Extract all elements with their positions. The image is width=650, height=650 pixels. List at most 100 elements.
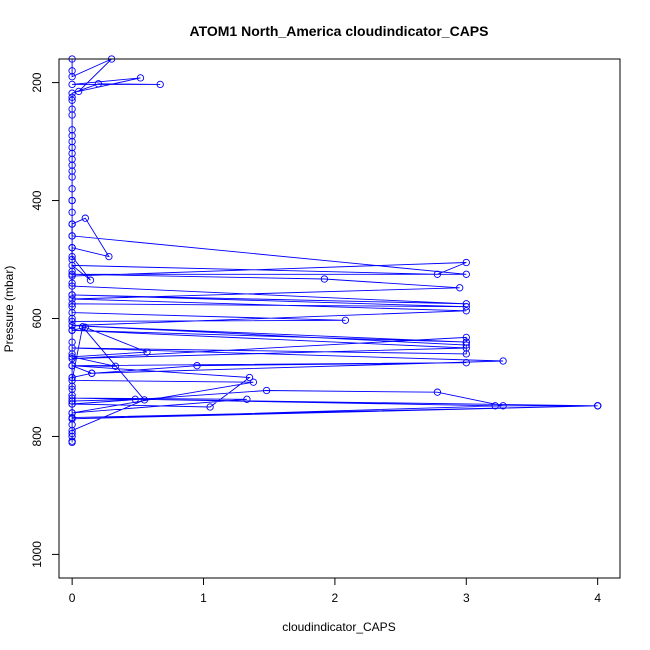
data-point	[68, 73, 76, 81]
data-point	[78, 323, 87, 331]
data-point	[81, 214, 89, 222]
data-point	[462, 300, 470, 308]
data-point	[68, 350, 76, 358]
data-point	[68, 426, 76, 435]
plot-frame	[58, 58, 621, 579]
data-point	[75, 87, 83, 96]
data-point	[499, 402, 507, 410]
x-tick-label: 0	[69, 591, 76, 605]
series-line-1	[71, 58, 161, 201]
data-point	[320, 275, 329, 283]
y-tick-label: 600	[30, 308, 44, 328]
data-point	[456, 284, 464, 292]
data-point	[262, 386, 271, 395]
data-point	[68, 232, 76, 240]
data-point	[68, 409, 76, 417]
y-tick-label: 200	[30, 72, 44, 92]
data-point	[140, 396, 149, 404]
data-point	[68, 397, 76, 405]
data-point	[68, 196, 76, 205]
x-axis: 0 1 2 3 4	[69, 578, 601, 605]
data-point	[68, 161, 76, 169]
data-point	[94, 80, 103, 88]
data-point	[68, 432, 76, 441]
x-tick-label: 3	[463, 591, 470, 605]
data-point	[462, 258, 470, 267]
data-point	[68, 421, 76, 429]
series-line-0	[70, 217, 598, 443]
data-point	[68, 89, 76, 97]
data-point	[462, 270, 470, 278]
chart-title: ATOM1 North_America cloudindicator_CAPS	[190, 23, 489, 39]
data-point	[206, 403, 214, 411]
data-point	[68, 385, 76, 393]
data-point	[68, 185, 76, 193]
data-point	[136, 74, 145, 82]
data-point	[462, 344, 470, 352]
y-tick-label: 1000	[30, 541, 44, 568]
data-point	[68, 208, 76, 216]
data-point	[68, 143, 76, 152]
y-axis: 200 400 600 800 1000	[30, 72, 59, 568]
data-point	[68, 93, 76, 101]
data-point	[68, 338, 76, 346]
data-point	[341, 316, 350, 324]
data-point	[249, 378, 258, 386]
x-axis-label: cloudindicator_CAPS	[282, 620, 395, 634]
data-point	[68, 267, 76, 275]
data-point	[81, 323, 89, 331]
data-point	[245, 373, 254, 382]
data-point	[131, 395, 139, 403]
data-point	[68, 314, 76, 323]
data-point	[68, 126, 76, 134]
data-point	[462, 350, 470, 358]
data-point	[68, 67, 76, 75]
data-point	[68, 438, 76, 447]
data-point	[462, 333, 470, 342]
data-point	[68, 362, 76, 370]
data-point	[68, 111, 76, 119]
data-point	[68, 167, 76, 175]
data-point	[499, 357, 507, 365]
x-tick-label: 4	[594, 591, 601, 605]
data-point	[68, 173, 76, 181]
data-point	[68, 244, 76, 252]
data-point	[433, 388, 442, 396]
data-point	[68, 132, 76, 140]
data-point	[68, 137, 76, 146]
data-point	[243, 395, 251, 403]
data-point	[68, 373, 76, 382]
data-point	[68, 413, 76, 422]
y-axis-label: Pressure (mbar)	[2, 266, 16, 353]
data-point	[68, 80, 76, 89]
plot-series	[68, 55, 602, 447]
data-point	[68, 149, 76, 158]
data-point	[462, 338, 470, 346]
data-point	[156, 80, 164, 89]
x-tick-label: 2	[332, 591, 339, 605]
y-tick-label: 400	[30, 190, 44, 210]
data-point	[462, 359, 470, 367]
data-point	[462, 341, 470, 349]
data-point	[193, 362, 201, 370]
data-point	[86, 276, 95, 284]
data-point	[105, 252, 113, 261]
data-point	[68, 255, 76, 264]
data-point	[68, 279, 76, 287]
data-point	[68, 155, 76, 163]
data-point	[68, 429, 76, 438]
data-point	[68, 326, 76, 334]
data-point	[88, 369, 96, 377]
data-point	[491, 402, 499, 410]
y-tick-label: 800	[30, 426, 44, 446]
data-point	[462, 303, 470, 311]
data-point	[111, 362, 120, 370]
data-point	[68, 220, 76, 228]
data-point	[462, 307, 470, 315]
data-point	[594, 402, 602, 410]
data-point	[68, 303, 76, 311]
data-point	[68, 105, 76, 113]
data-point	[433, 270, 442, 278]
data-point	[68, 96, 76, 104]
